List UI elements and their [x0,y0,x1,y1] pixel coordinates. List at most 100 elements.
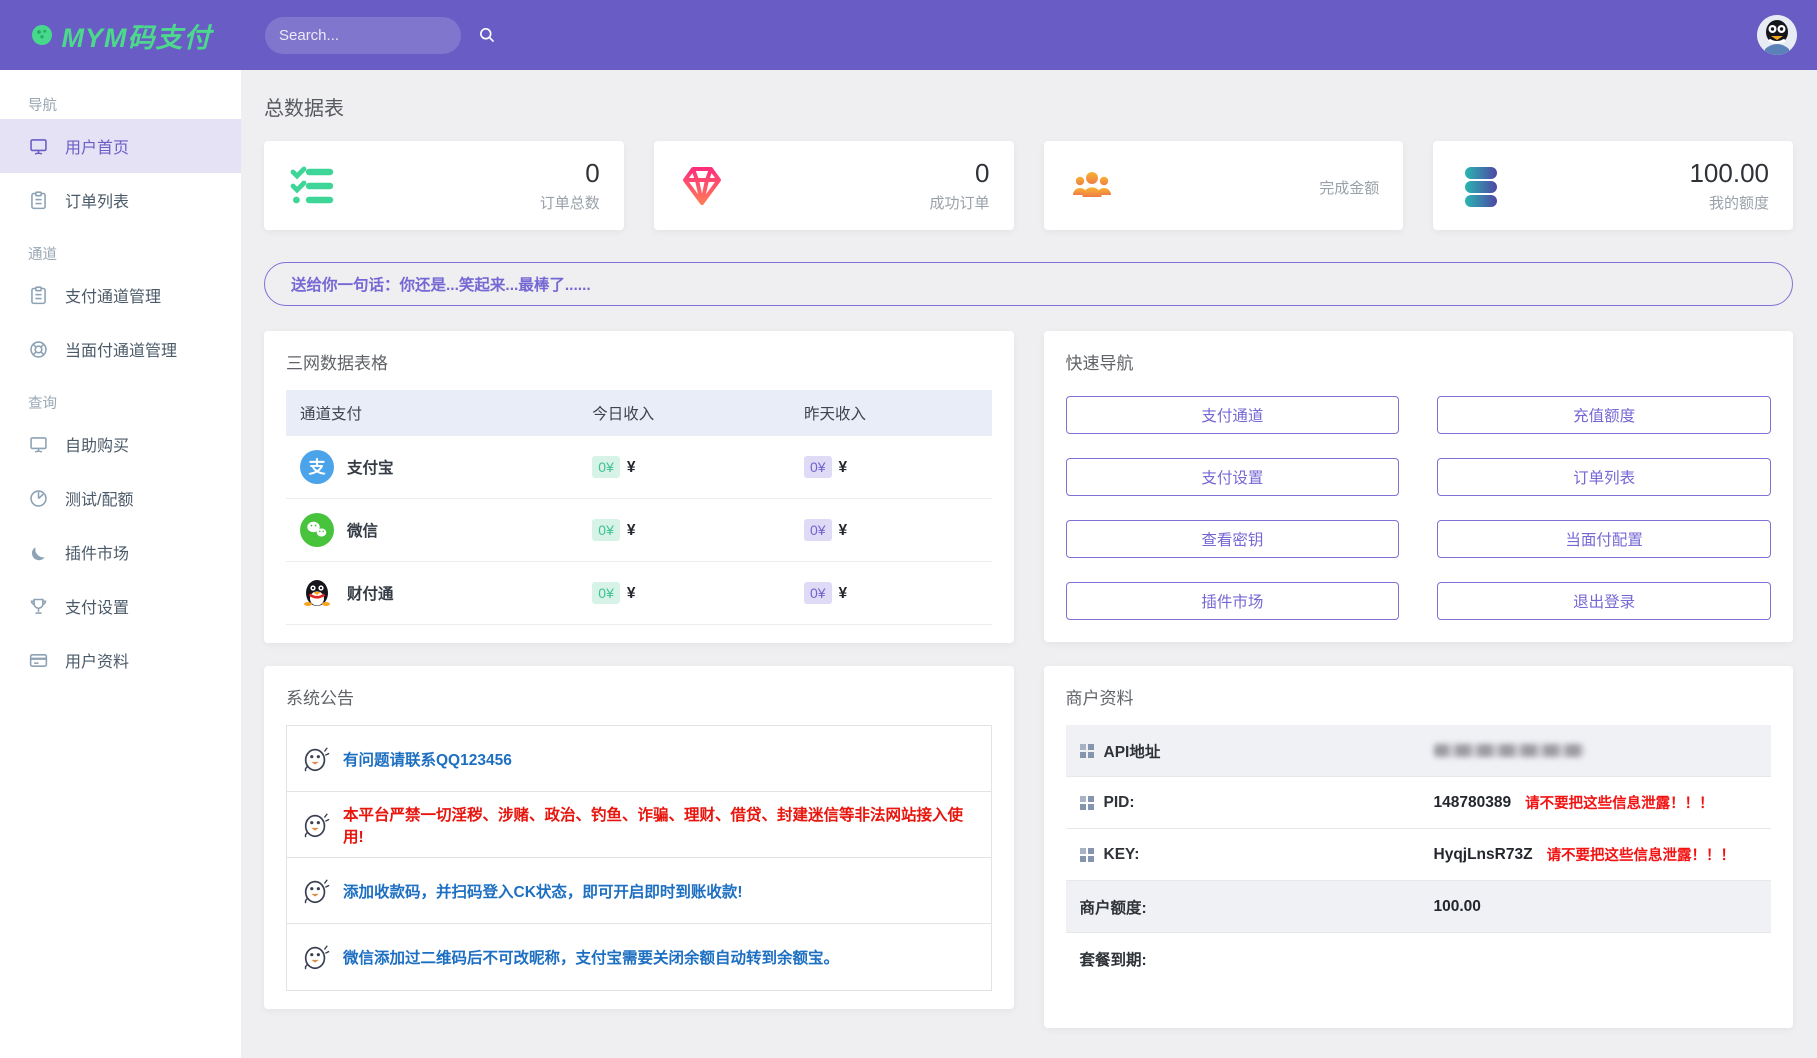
api-address-redacted-value [1433,744,1584,757]
announcement-text: 有问题请联系QQ123456 [343,751,512,769]
quick-nav-order-list-button[interactable]: 订单列表 [1437,458,1771,496]
key-value: HyqjLnsR73Z [1433,845,1533,863]
channel-name: 财付通 [347,586,394,603]
sidebar-item-user-home[interactable]: 用户首页 [0,119,241,173]
announcements-title: 系统公告 [286,689,354,708]
quick-nav-view-key-button[interactable]: 查看密钥 [1065,520,1400,558]
logo-text: MYM码支付 [61,22,212,53]
announcement-item: 有问题请联系QQ123456 [287,726,991,792]
svg-text:支: 支 [309,457,327,477]
stat-label: 我的额度 [1708,195,1769,212]
sidebar-item-test-quota[interactable]: 测试/配额 [0,471,241,525]
search-bar [265,16,495,54]
monitor-icon [30,436,47,453]
yesterday-income-badge: 0¥ [803,456,832,478]
yen-suffix: ¥ [838,459,848,476]
yen-suffix: ¥ [626,459,636,476]
yen-suffix: ¥ [626,585,636,602]
quote-banner: 送给你一句话：你还是...笑起来...最棒了...... [264,262,1793,306]
sidebar: 导航 用户首页 订单列表 通道 支付通道管理 当面付通道管理 查询 自助购买 测… [0,70,241,1058]
sidebar-item-pay-settings[interactable]: 支付设置 [0,579,241,633]
stat-card-my-quota: 100.00 我的额度 [1433,141,1793,230]
app-logo[interactable]: MYM码支付 [0,16,241,55]
quick-nav-panel: 快速导航 支付通道 充值额度 支付设置 订单列表 查看密钥 当面付配置 插件市场… [1043,331,1793,642]
pie-icon [30,489,47,507]
merchant-label: 套餐到期: [1079,952,1147,969]
page-title: 总数据表 [264,98,344,120]
col-header-today: 今日收入 [582,390,794,436]
logo-icon [30,23,54,47]
network-table-panel: 三网数据表格 通道支付 今日收入 昨天收入 支 支付宝 [264,331,1014,643]
grid-icon [1079,795,1094,810]
quick-nav-plugin-market-button[interactable]: 插件市场 [1065,582,1400,620]
sidebar-item-plugin-market[interactable]: 插件市场 [0,525,241,579]
today-income-badge: 0¥ [592,519,620,541]
announcement-text: 添加收款码，并扫码登入CK状态，即可开启即时到账收款! [343,883,743,901]
pid-warning: 请不要把这些信息泄露！！！ [1525,796,1714,812]
sidebar-item-order-list[interactable]: 订单列表 [0,173,241,227]
search-input[interactable] [279,26,478,44]
sidebar-section-channel: 通道 [28,247,57,263]
search-icon[interactable] [478,26,496,44]
merchant-label: KEY: [1103,845,1140,863]
sidebar-item-label: 测试/配额 [65,492,134,509]
penguin-icon [304,878,330,903]
col-header-yesterday: 昨天收入 [793,390,992,436]
stat-card-total-orders: 0 订单总数 [264,141,624,230]
checklist-icon [290,166,334,203]
sidebar-item-pay-channel-mgmt[interactable]: 支付通道管理 [0,268,241,322]
clipboard-icon [31,190,46,209]
yesterday-income-badge: 0¥ [803,519,832,541]
table-row-wechat: 微信 0¥ ¥ 0¥ ¥ [286,498,992,562]
merchant-row-package-expiry: 套餐到期: [1066,933,1772,985]
sidebar-item-label: 当面付通道管理 [65,343,178,360]
users-icon [1072,171,1111,197]
stat-card-completed-amount: 完成金额 [1043,141,1404,230]
merchant-row-api: API地址 [1065,725,1771,777]
stat-label: 成功订单 [929,195,990,212]
merchant-row-key: KEY: HyqjLnsR73Z 请不要把这些信息泄露！！！ [1065,829,1771,881]
announcement-text: 微信添加过二维码后不可改昵称，支付宝需要关闭余额自动转到余额宝。 [343,950,840,967]
quick-nav-recharge-button[interactable]: 充值额度 [1437,396,1771,434]
merchant-label: 商户额度: [1079,899,1147,917]
sidebar-item-user-profile[interactable]: 用户资料 [0,633,241,687]
sidebar-item-f2f-channel-mgmt[interactable]: 当面付通道管理 [0,322,241,376]
user-avatar[interactable] [1757,15,1797,55]
col-header-channel: 通道支付 [286,390,583,436]
merchant-row-pid: PID: 148780389 请不要把这些信息泄露！！！ [1065,777,1771,829]
sidebar-item-self-buy[interactable]: 自助购买 [0,417,241,471]
stat-value: 0 [975,158,990,188]
quick-nav-f2f-config-button[interactable]: 当面付配置 [1437,520,1771,558]
monitor-icon [30,138,47,155]
quick-nav-pay-channel-button[interactable]: 支付通道 [1065,396,1400,434]
merchant-panel: 商户资料 API地址 PID: 1487803 [1043,666,1793,1028]
quick-nav-logout-button[interactable]: 退出登录 [1437,582,1771,620]
announcement-item: 本平台严禁一切淫秽、涉赌、政治、钓鱼、诈骗、理财、借贷、封建迷信等非法网站接入使… [287,792,991,858]
sidebar-item-label: 用户资料 [65,654,130,671]
penguin-icon [304,945,330,970]
quick-nav-pay-settings-button[interactable]: 支付设置 [1065,458,1400,496]
alipay-icon: 支 [300,450,334,484]
table-row-tenpay: 财付通 0¥ ¥ 0¥ ¥ [286,561,992,625]
database-icon [1465,166,1498,207]
sidebar-item-label: 支付通道管理 [65,289,162,306]
diamond-icon [682,166,721,205]
card-icon [29,653,48,667]
sidebar-item-label: 支付设置 [65,600,130,617]
grid-icon [1079,847,1094,862]
penguin-icon [304,746,330,771]
tenpay-icon [304,580,330,606]
stat-value: 0 [585,158,600,188]
sidebar-item-label: 订单列表 [65,194,130,211]
yen-suffix: ¥ [838,585,848,602]
clipboard-icon [31,285,46,304]
table-row-alipay: 支 支付宝 0¥ ¥ 0¥ ¥ [286,436,992,499]
sidebar-item-label: 自助购买 [65,438,130,455]
sidebar-section-nav: 导航 [28,98,57,114]
wave-icon [31,546,45,560]
network-table-title: 三网数据表格 [286,354,388,373]
channel-name: 支付宝 [347,460,394,477]
stat-label: 完成金额 [1319,179,1380,197]
announcement-item: 添加收款码，并扫码登入CK状态，即可开启即时到账收款! [287,858,991,924]
quick-nav-title: 快速导航 [1065,354,1134,373]
